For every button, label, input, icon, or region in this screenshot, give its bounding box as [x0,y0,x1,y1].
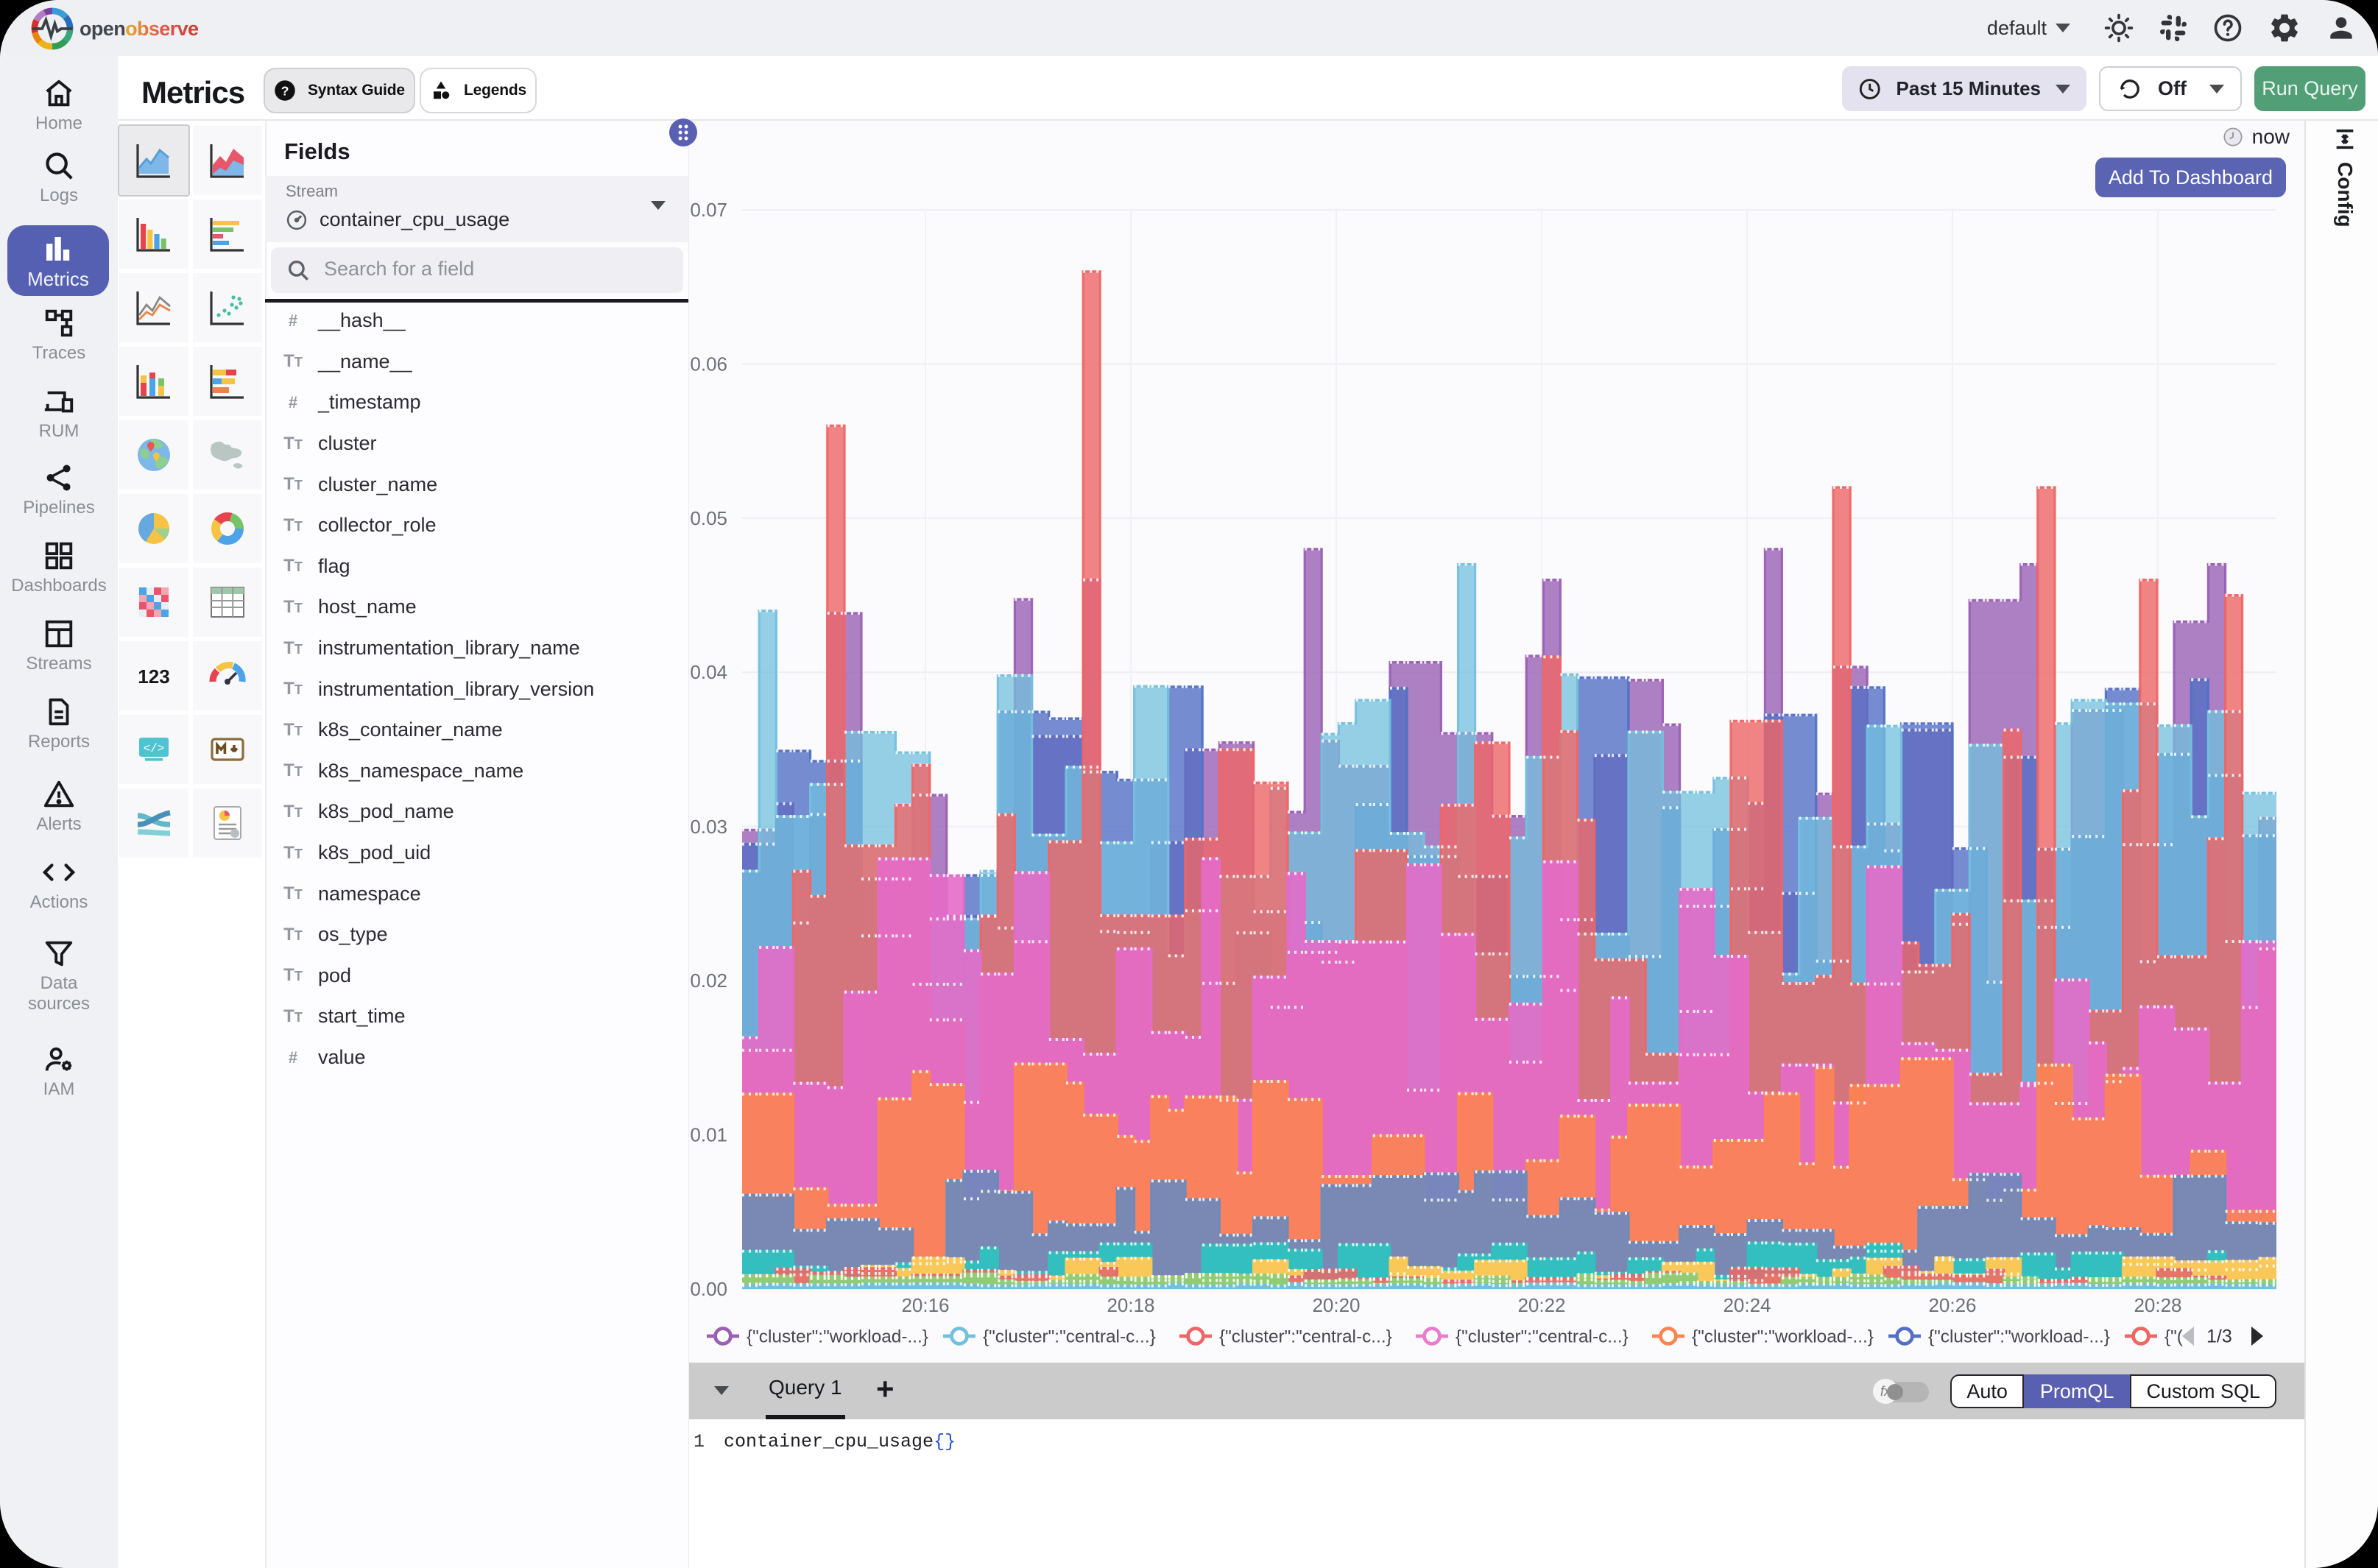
svg-text:20:18: 20:18 [1107,1294,1154,1316]
svg-text:20:16: 20:16 [901,1294,949,1316]
svg-text:0.02: 0.02 [690,970,727,992]
svg-text:20:22: 20:22 [1517,1294,1565,1316]
svg-text:0.07: 0.07 [690,199,727,221]
svg-text:{"cluster":"central-c...}: {"cluster":"central-c...} [983,1327,1156,1346]
svg-text:20:24: 20:24 [1723,1294,1771,1316]
svg-text:?: ? [281,83,289,98]
svg-text:20:26: 20:26 [1928,1294,1976,1316]
svg-text:0.06: 0.06 [690,353,727,375]
svg-text:</>: </> [144,742,165,755]
svg-text:{"cluster":"workload-...}: {"cluster":"workload-...} [1692,1327,1874,1346]
svg-text:0.03: 0.03 [690,816,727,838]
svg-text:0.04: 0.04 [690,661,727,683]
svg-text:1/3: 1/3 [2206,1326,2232,1346]
svg-text:20:28: 20:28 [2134,1294,2181,1316]
svg-text:123: 123 [138,665,169,688]
svg-text:0.01: 0.01 [690,1124,727,1146]
svg-text:{"cluster":"central-c...}: {"cluster":"central-c...} [1456,1327,1629,1346]
svg-text:0.05: 0.05 [690,507,727,529]
svg-text:{"cluster":"workload-...}: {"cluster":"workload-...} [1928,1327,2110,1346]
svg-text:{"cluster":"central-c...}: {"cluster":"central-c...} [1219,1327,1392,1346]
svg-text:0.00: 0.00 [690,1278,727,1300]
svg-text:20:20: 20:20 [1312,1294,1360,1316]
svg-text:{"cluster":"workload-...}: {"cluster":"workload-...} [747,1327,928,1346]
svg-text:{"(: {"( [2164,1327,2183,1346]
